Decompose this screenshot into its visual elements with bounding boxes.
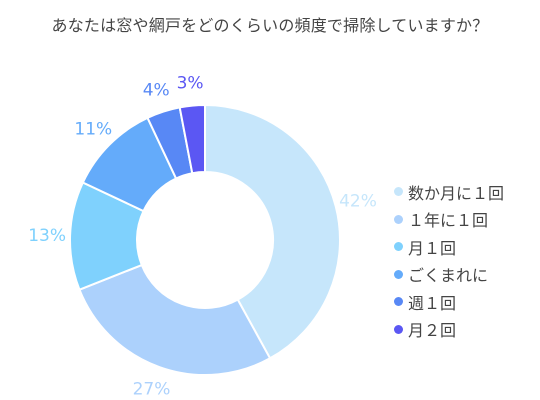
legend-item: 月２回 bbox=[394, 316, 504, 344]
legend-swatch bbox=[394, 324, 403, 334]
legend-item: 数か月に１回 bbox=[394, 178, 504, 206]
legend-swatch bbox=[394, 242, 403, 252]
legend-label: 週１回 bbox=[408, 293, 457, 313]
legend-item: 月１回 bbox=[394, 233, 504, 261]
slice-label-6: 3% bbox=[177, 74, 204, 94]
legend-swatch bbox=[394, 214, 403, 224]
slice-label-1: 42% bbox=[339, 192, 377, 212]
legend-item: ごくまれに bbox=[394, 261, 504, 289]
legend-swatch bbox=[394, 269, 403, 279]
slice-label-3: 13% bbox=[28, 226, 66, 246]
legend-swatch bbox=[394, 187, 403, 197]
slice-6 bbox=[178, 103, 206, 175]
legend-label: 月１回 bbox=[408, 238, 457, 258]
legend-label: １年に１回 bbox=[408, 211, 489, 231]
legend-item: １年に１回 bbox=[394, 206, 504, 234]
legend-label: 月２回 bbox=[408, 321, 457, 341]
slice-label-4: 11% bbox=[74, 119, 112, 139]
legend-label: ごくまれに bbox=[408, 266, 489, 286]
legend-swatch bbox=[394, 297, 403, 307]
chart-title: あなたは窓や網戸をどのくらいの頻度で掃除していますか？ bbox=[51, 16, 489, 35]
slice-1 bbox=[204, 103, 341, 360]
slice-2 bbox=[78, 263, 272, 376]
slice-label-2: 27% bbox=[133, 380, 171, 400]
legend: 数か月に１回 １年に１回月１回ごくまれに週１回月２回 bbox=[394, 178, 504, 343]
legend-label: 数か月に１回 bbox=[408, 183, 505, 203]
slice-label-5: 4% bbox=[143, 81, 170, 101]
legend-item: 週１回 bbox=[394, 288, 504, 316]
